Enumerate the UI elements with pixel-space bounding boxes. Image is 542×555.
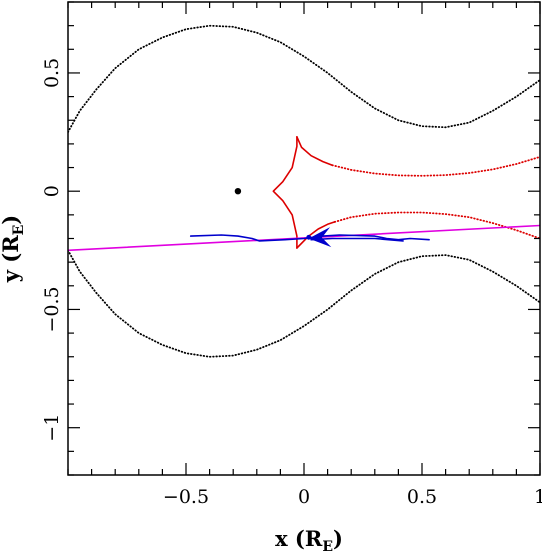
y-axis-label-close: ) [0, 215, 23, 225]
marker-point-1 [306, 234, 312, 240]
x-axis-label-close: ) [333, 526, 343, 551]
y-axis-label-main: y (R [0, 235, 23, 283]
series-line-4 [296, 221, 336, 249]
y-tick-label: −1 [41, 414, 63, 442]
x-axis-label-main: x (R [275, 526, 323, 551]
marker-point-0 [234, 188, 242, 195]
series-line-5 [331, 156, 540, 177]
x-tick-label: −0.5 [163, 486, 209, 508]
y-tick-label: −0.5 [41, 286, 63, 332]
x-tick-label: 0.5 [407, 486, 437, 508]
y-axis-label-sub: E [11, 225, 27, 236]
x-axis-label-sub: E [322, 539, 333, 555]
x-axis-label: x (RE) [275, 526, 343, 555]
axis-tick-labels: −0.5 0 0.5 1 −1 −0.5 0 0.5 [41, 58, 542, 508]
series-line-3 [296, 136, 334, 166]
direction-arrow [308, 227, 332, 248]
y-tick-label: 0.5 [41, 58, 63, 88]
x-tick-label: 1 [534, 486, 542, 508]
y-axis-label: y (RE) [0, 215, 27, 284]
series-line-1 [68, 249, 540, 358]
series-line-2 [272, 136, 298, 249]
plot-area [68, 24, 540, 358]
axis-ticks [67, 1, 541, 476]
x-tick-label: 0 [298, 486, 310, 508]
y-tick-label: 0 [41, 185, 63, 197]
series-line-0 [68, 24, 540, 133]
